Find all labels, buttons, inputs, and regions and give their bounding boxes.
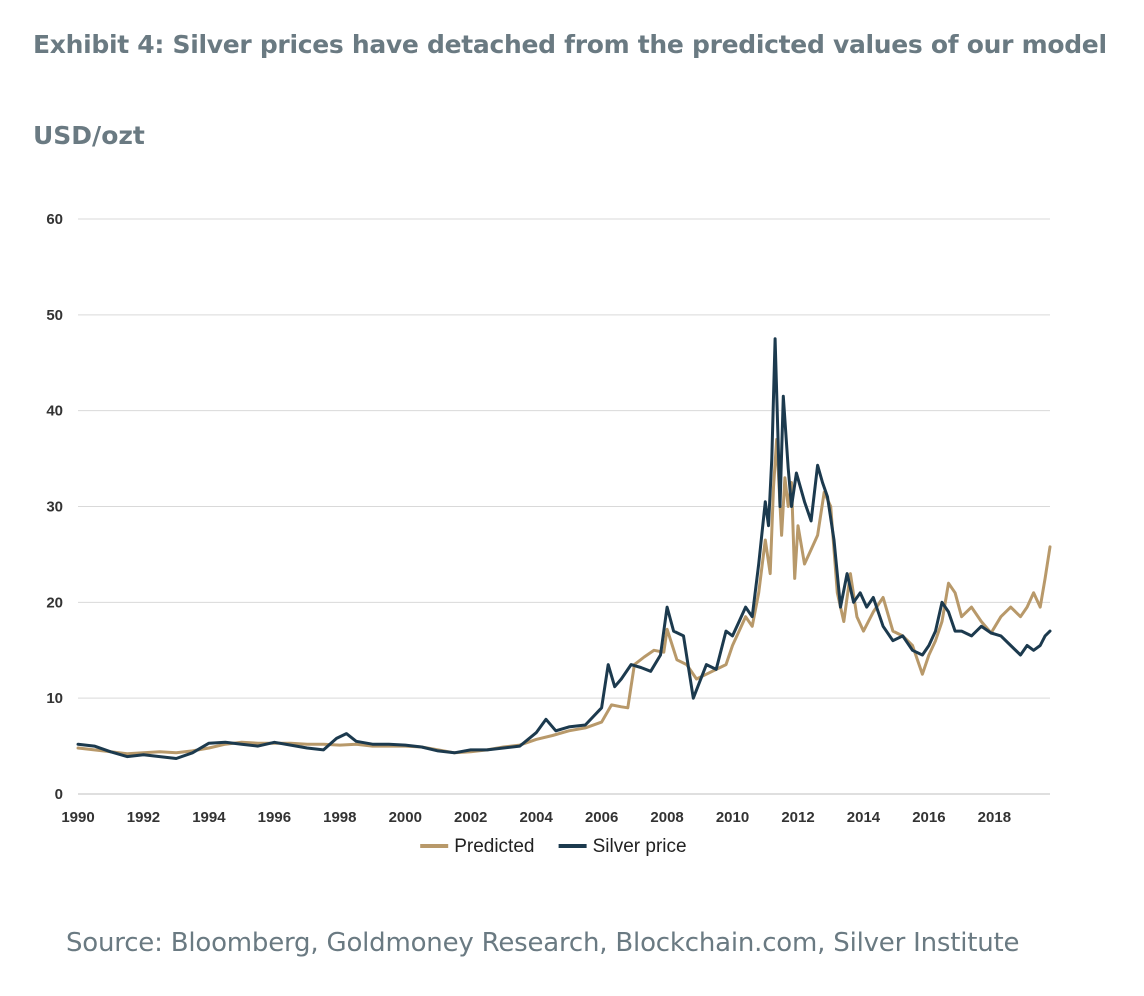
grid-lines [78, 218, 1050, 795]
series-line-predicted [76, 437, 1052, 756]
x-tick-label: 2006 [585, 809, 618, 826]
y-tick-label: 60 [46, 211, 63, 228]
y-tick-label: 50 [46, 307, 63, 324]
x-tick-label: 2004 [519, 809, 553, 826]
line-chart: 0 10 20 30 40 50 60 1990 1992 1994 1996 1998 2000 20… [46, 211, 1052, 857]
x-tick-label: 2010 [716, 809, 749, 826]
y-tick-label: 30 [46, 499, 63, 516]
x-tick-label: 2016 [912, 809, 945, 826]
x-tick-label: 2008 [650, 809, 683, 826]
y-tick-label: 0 [55, 786, 63, 803]
x-tick-label: 1990 [61, 809, 94, 826]
x-axis-ticks: 1990 1992 1994 1996 1998 2000 2002 2004 2006 2008… [61, 809, 1011, 826]
x-tick-label: 2012 [781, 809, 814, 826]
x-tick-label: 1992 [127, 809, 160, 826]
legend-label: Silver price [593, 836, 687, 857]
x-tick-label: 2000 [389, 809, 422, 826]
y-axis-ticks: 0 10 20 30 40 50 60 [46, 211, 63, 803]
legend: Predicted Silver price [420, 836, 687, 857]
series-line-silver-price [76, 337, 1052, 760]
y-tick-label: 40 [46, 403, 63, 420]
x-tick-label: 2018 [978, 809, 1011, 826]
y-tick-label: 20 [46, 594, 63, 611]
series-lines [76, 337, 1052, 760]
legend-label: Predicted [454, 836, 534, 857]
y-tick-label: 10 [46, 690, 63, 707]
x-tick-label: 1994 [192, 809, 226, 826]
chart-title: Exhibit 4: Silver prices have detached f… [33, 30, 1107, 59]
unit-label: USD/ozt [33, 121, 145, 150]
source-note: Source: Bloomberg, Goldmoney Research, B… [66, 928, 1020, 958]
x-tick-label: 2014 [847, 809, 881, 826]
x-tick-label: 1996 [258, 809, 291, 826]
x-tick-label: 1998 [323, 809, 356, 826]
x-tick-label: 2002 [454, 809, 487, 826]
